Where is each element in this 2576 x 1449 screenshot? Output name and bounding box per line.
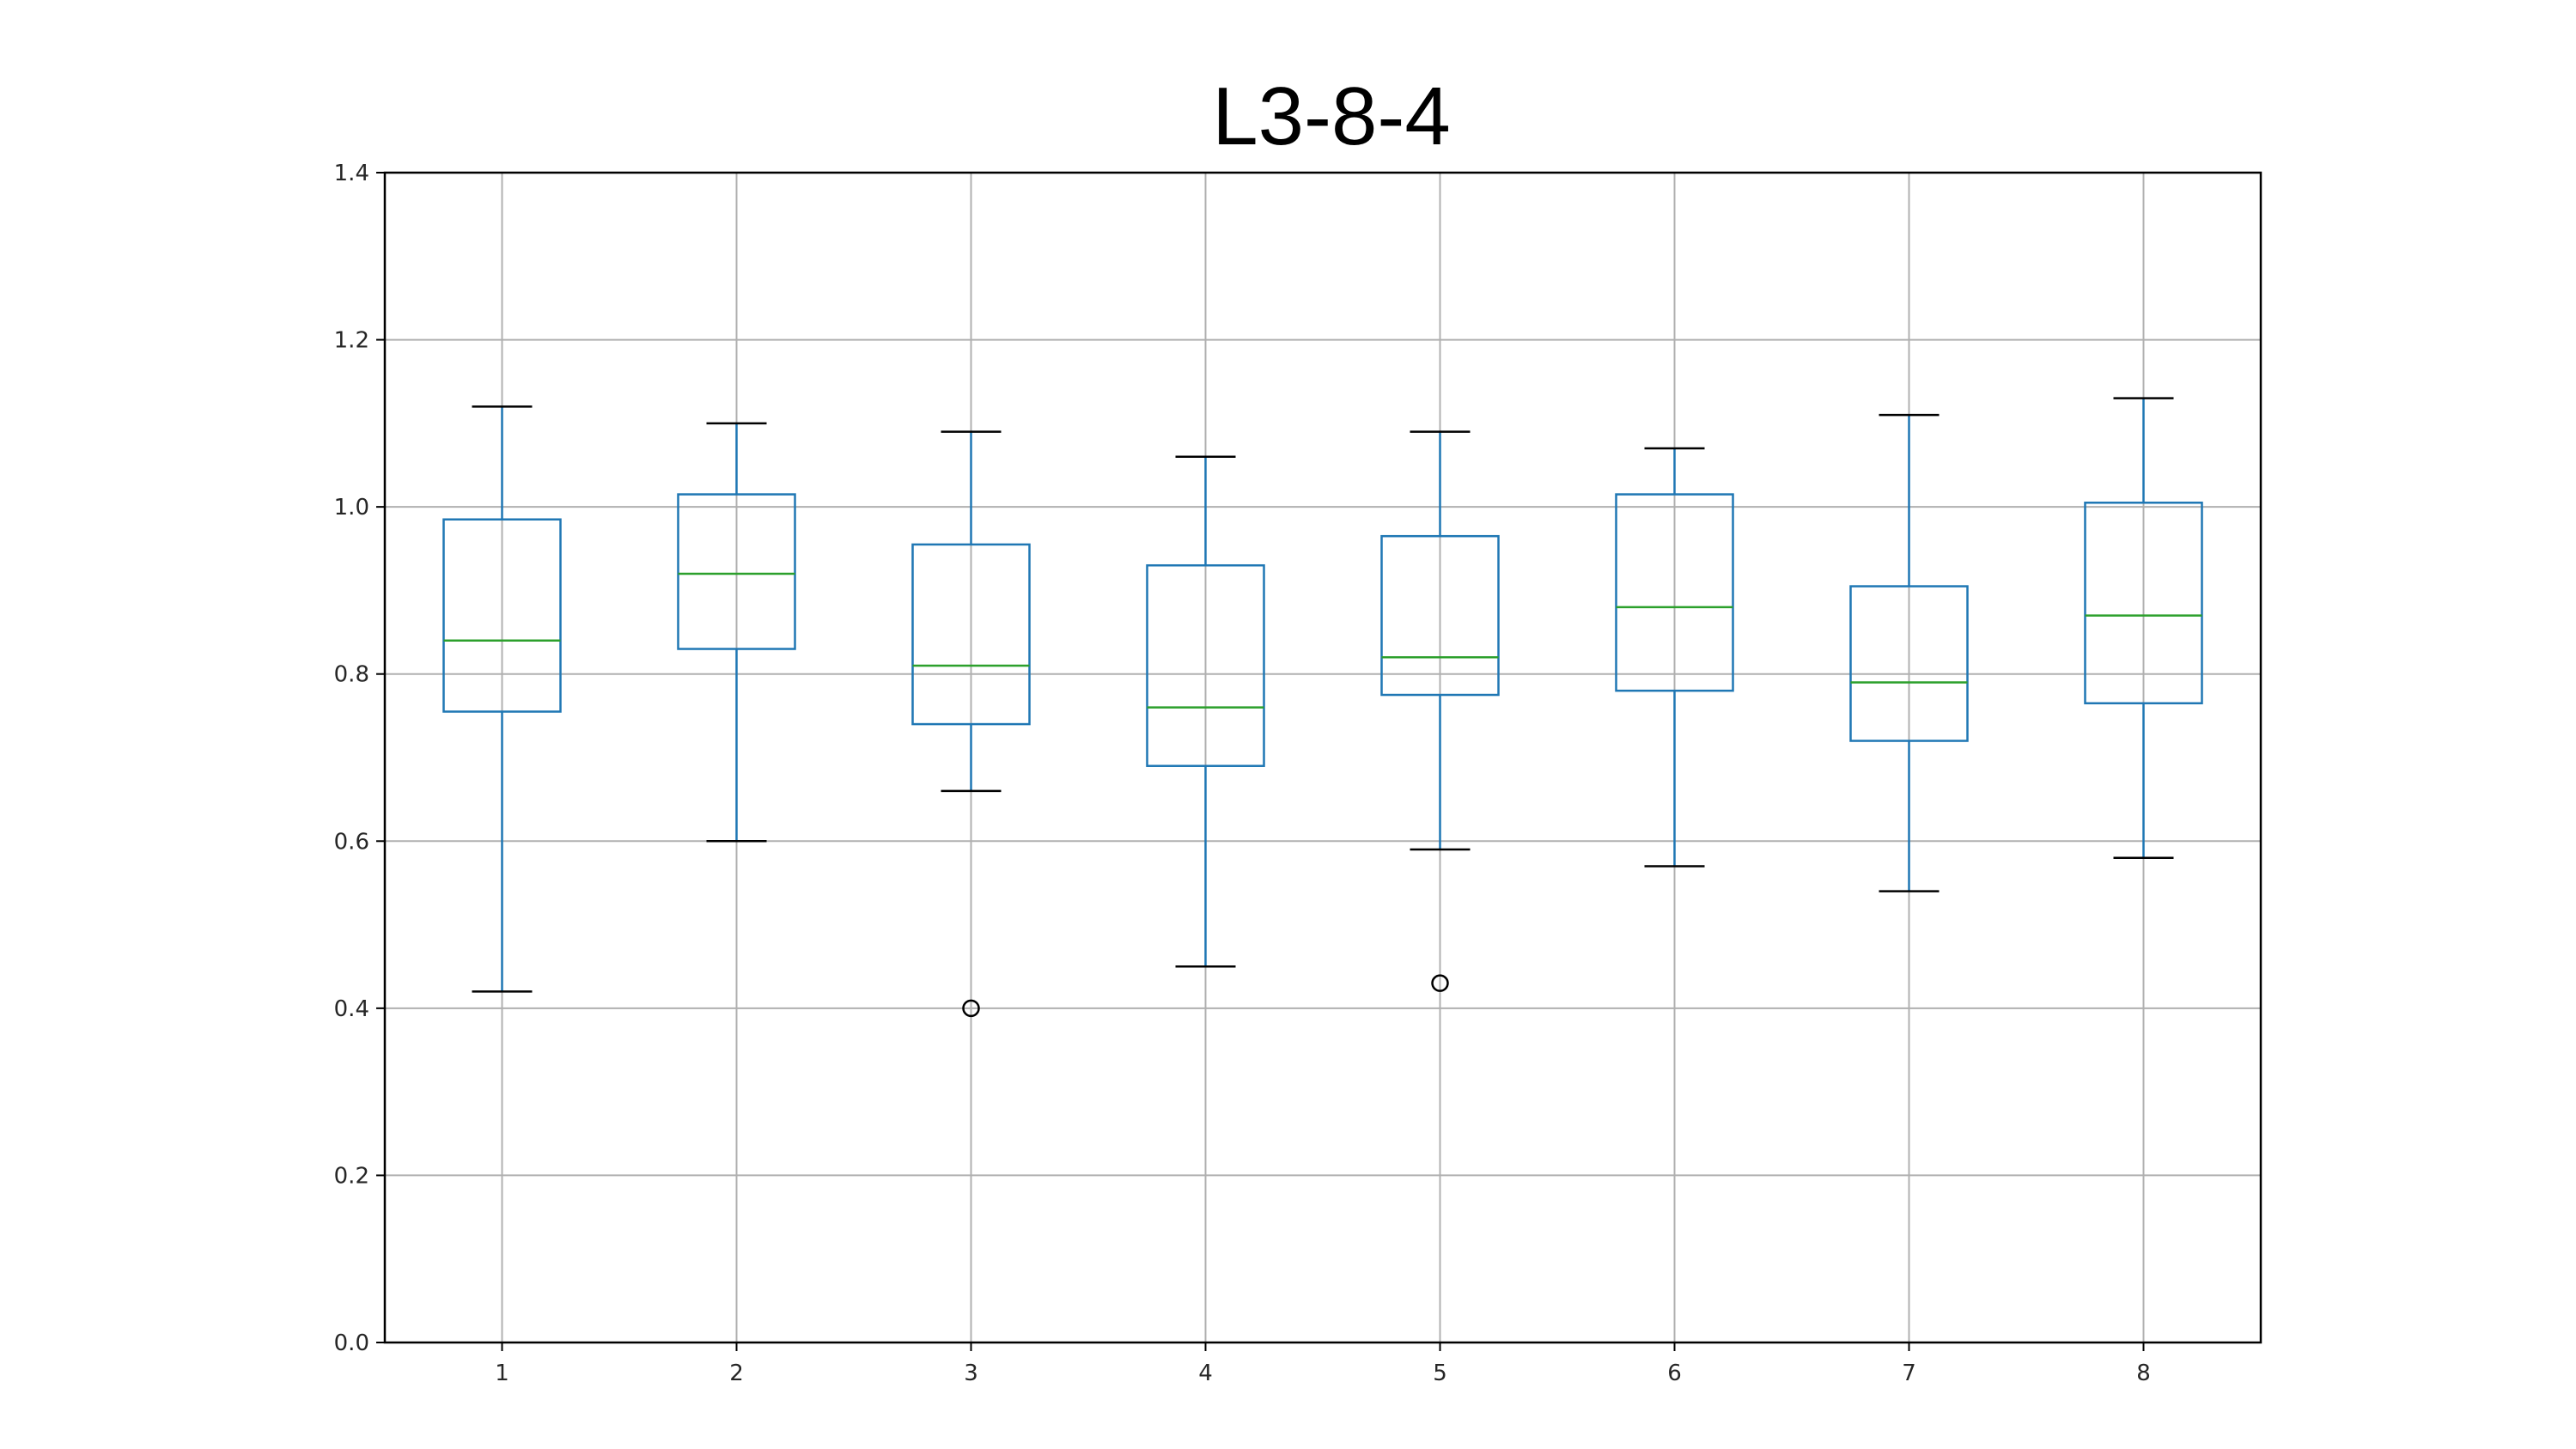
box-iqr (1849, 585, 1969, 742)
box-iqr (911, 543, 1031, 726)
box-group-5 (1380, 430, 1500, 992)
box-group-7 (1849, 413, 1969, 892)
x-tick-label: 2 (729, 1361, 744, 1386)
box-iqr (1615, 493, 1734, 692)
outlier-point (962, 999, 980, 1018)
box-iqr (1380, 534, 1500, 697)
y-tick-label: 1.4 (334, 161, 369, 186)
box-iqr (2084, 502, 2203, 705)
x-tick-label: 3 (964, 1361, 978, 1386)
box-group-3 (911, 430, 1031, 1018)
x-tick-label: 1 (495, 1361, 509, 1386)
grid-lines (385, 172, 2261, 1343)
outlier-point (1431, 974, 1449, 992)
x-tick-label: 7 (1902, 1361, 1916, 1386)
x-tick-label: 5 (1433, 1361, 1447, 1386)
box-iqr (677, 493, 796, 650)
box-group-6 (1615, 447, 1734, 868)
x-tick-label: 4 (1198, 1361, 1213, 1386)
y-tick-label: 0.8 (334, 662, 369, 688)
y-tick-label: 0.2 (334, 1163, 369, 1189)
box-group-2 (677, 422, 796, 843)
box-group-4 (1146, 455, 1265, 968)
chart-title: L3-8-4 (1212, 70, 1451, 162)
boxes (442, 397, 2203, 1018)
y-tick-label: 0.4 (334, 996, 369, 1022)
axis-ticks: 0.0 0.2 0.4 0.6 0.8 1.0 1.2 1.4 1 2 3 4 5 6 7 8 (334, 161, 2151, 1386)
box-group-8 (2084, 397, 2203, 859)
box-group-1 (442, 405, 562, 993)
y-tick-label: 0.0 (334, 1330, 369, 1356)
plot-area-frame (383, 171, 2262, 1344)
y-tick-label: 1.0 (334, 495, 369, 521)
y-tick-label: 0.6 (334, 829, 369, 855)
y-tick-label: 1.2 (334, 328, 369, 354)
x-tick-label: 8 (2136, 1361, 2151, 1386)
box-iqr (442, 518, 562, 713)
box-iqr (1146, 563, 1265, 767)
x-tick-label: 6 (1667, 1361, 1682, 1386)
